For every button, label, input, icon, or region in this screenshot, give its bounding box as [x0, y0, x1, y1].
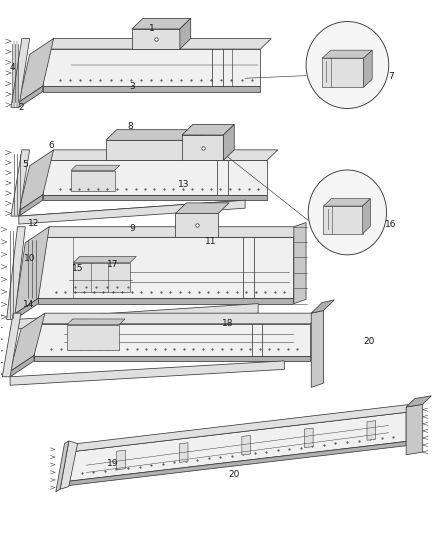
Polygon shape	[19, 200, 245, 224]
Polygon shape	[10, 361, 284, 385]
Polygon shape	[43, 160, 267, 195]
Polygon shape	[39, 298, 293, 304]
Polygon shape	[179, 443, 188, 463]
Polygon shape	[73, 256, 136, 263]
Text: 16: 16	[385, 220, 397, 229]
Text: 13: 13	[178, 180, 190, 189]
Polygon shape	[2, 313, 21, 377]
Polygon shape	[311, 300, 334, 313]
Polygon shape	[117, 450, 125, 470]
Text: 12: 12	[28, 219, 40, 228]
Text: 7: 7	[388, 72, 394, 81]
Polygon shape	[363, 199, 371, 233]
Polygon shape	[34, 324, 311, 356]
Polygon shape	[19, 150, 53, 211]
Text: 5: 5	[22, 160, 28, 169]
Polygon shape	[34, 313, 321, 324]
Polygon shape	[10, 356, 34, 377]
Polygon shape	[106, 140, 191, 160]
Polygon shape	[180, 18, 191, 49]
Text: 19: 19	[106, 459, 118, 469]
Polygon shape	[223, 124, 234, 160]
Polygon shape	[19, 86, 43, 108]
Polygon shape	[132, 29, 180, 49]
Polygon shape	[56, 441, 69, 492]
Polygon shape	[10, 313, 45, 372]
Text: 17: 17	[106, 260, 118, 269]
Polygon shape	[19, 195, 43, 216]
Text: 18: 18	[222, 319, 233, 328]
Polygon shape	[406, 405, 423, 455]
Text: 4: 4	[10, 63, 15, 72]
Polygon shape	[367, 421, 376, 440]
Polygon shape	[39, 227, 304, 237]
Ellipse shape	[306, 21, 389, 109]
Polygon shape	[364, 50, 372, 87]
Polygon shape	[294, 222, 306, 304]
Text: 20: 20	[229, 470, 240, 479]
Polygon shape	[69, 441, 406, 486]
Polygon shape	[304, 428, 313, 448]
Text: 20: 20	[364, 337, 375, 346]
Text: 1: 1	[148, 25, 155, 34]
Text: 11: 11	[205, 237, 216, 246]
Polygon shape	[11, 38, 30, 108]
Polygon shape	[322, 50, 372, 58]
Polygon shape	[60, 441, 78, 489]
Polygon shape	[322, 58, 364, 87]
Polygon shape	[43, 195, 267, 200]
Polygon shape	[106, 130, 201, 140]
Polygon shape	[71, 171, 115, 191]
Polygon shape	[73, 263, 130, 292]
Polygon shape	[132, 18, 191, 29]
Polygon shape	[39, 237, 293, 298]
Polygon shape	[19, 38, 53, 102]
Polygon shape	[71, 165, 120, 171]
Polygon shape	[323, 199, 371, 206]
Text: 3: 3	[129, 82, 135, 91]
Polygon shape	[14, 298, 39, 319]
Polygon shape	[176, 214, 218, 237]
Polygon shape	[43, 86, 260, 92]
Polygon shape	[43, 38, 271, 49]
Polygon shape	[69, 413, 406, 481]
Polygon shape	[7, 227, 25, 319]
Text: 2: 2	[18, 103, 24, 112]
Polygon shape	[43, 150, 278, 160]
Polygon shape	[176, 203, 229, 214]
Polygon shape	[11, 150, 30, 216]
Polygon shape	[191, 130, 201, 160]
Polygon shape	[406, 396, 431, 407]
Polygon shape	[67, 319, 125, 325]
Polygon shape	[69, 404, 415, 452]
Polygon shape	[323, 206, 363, 233]
Polygon shape	[311, 311, 323, 387]
Polygon shape	[242, 435, 251, 455]
Text: 6: 6	[49, 141, 54, 150]
Polygon shape	[14, 304, 258, 329]
Polygon shape	[182, 124, 234, 135]
Polygon shape	[14, 227, 49, 314]
Polygon shape	[182, 135, 223, 160]
Polygon shape	[34, 356, 311, 361]
Polygon shape	[67, 325, 119, 350]
Text: 14: 14	[23, 300, 34, 309]
Text: 9: 9	[129, 224, 135, 233]
Polygon shape	[43, 49, 260, 86]
Text: 10: 10	[24, 254, 35, 263]
Text: 15: 15	[72, 264, 83, 272]
Ellipse shape	[308, 170, 387, 255]
Text: 8: 8	[127, 122, 133, 131]
